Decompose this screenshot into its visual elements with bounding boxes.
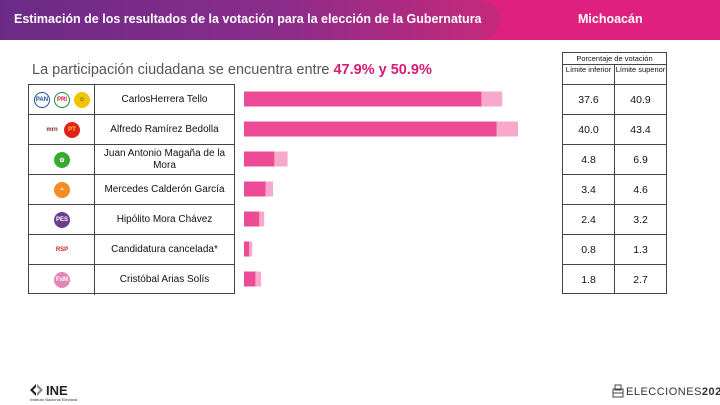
lower-limit-value: 2.4: [581, 214, 596, 226]
vote-range-chart: [244, 91, 518, 287]
page-title: Estimación de los resultados de la votac…: [14, 12, 482, 26]
candidate-row: RSP Candidatura cancelada*: [29, 235, 234, 265]
candidate-row: mrn PT Alfredo Ramírez Bedolla: [29, 115, 234, 145]
pes-logo-icon: PES: [54, 212, 70, 228]
morena-logo-icon: mrn: [44, 122, 60, 138]
lower-limit-bar: [244, 91, 482, 107]
vote-row: 1.8 2.7: [563, 265, 666, 295]
header-bar: Estimación de los resultados de la votac…: [0, 0, 720, 40]
elecciones-2021-logo: ELECCIONES2021: [626, 386, 720, 398]
candidate-row: FxM Cristóbal Arias Solís: [29, 265, 234, 295]
candidate-row: ✿ Juan Antonio Magaña de la Mora: [29, 145, 234, 175]
vote-row: 2.4 3.2: [563, 205, 666, 235]
header-state-banner: [470, 0, 720, 40]
upper-limit-value: 2.7: [633, 274, 648, 286]
lower-limit-bar: [244, 211, 260, 227]
candidate-name: Hipólito Mora Chávez: [116, 213, 213, 225]
upper-limit-value: 43.4: [630, 124, 651, 136]
party-logo-cell: PAN PRI ☺: [29, 85, 95, 114]
pvem-logo-icon: ✿: [54, 152, 70, 168]
upper-limit-value: 40.9: [630, 94, 651, 106]
ine-logo-subtitle: Instituto Nacional Electoral: [30, 397, 78, 402]
ine-logo-icon: [30, 384, 43, 396]
prd-logo-icon: ☺: [74, 92, 90, 108]
party-logo-cell: FxM: [29, 265, 95, 295]
lower-limit-value: 37.6: [578, 94, 599, 106]
lower-limit-value: 3.4: [581, 184, 596, 196]
candidate-table: PAN PRI ☺ CarlosHerrera Tello mrn PT Alfredo R…: [28, 84, 235, 295]
lower-limit-value: 40.0: [578, 124, 599, 136]
participation-text: La participación ciudadana se encuentra …: [32, 62, 432, 78]
vote-row: 0.8 1.3: [563, 235, 666, 265]
upper-limit-value: 3.2: [633, 214, 648, 226]
lower-limit-bar: [244, 121, 497, 137]
fxm-logo-icon: FxM: [54, 272, 70, 288]
lower-limit-value: 0.8: [581, 244, 596, 256]
rsp-logo-icon: RSP: [54, 242, 70, 258]
lower-limit-header: Límite inferior: [565, 65, 612, 74]
mc-logo-icon: ≈: [54, 182, 70, 198]
upper-limit-header: Límite superior: [615, 65, 666, 74]
candidate-row: ≈ Mercedes Calderón García: [29, 175, 234, 205]
candidate-name: Juan Antonio Magaña de la Mora: [103, 147, 226, 171]
candidate-name: Candidatura cancelada*: [111, 243, 218, 255]
pan-logo-icon: PAN: [34, 92, 50, 108]
upper-limit-value: 4.6: [633, 184, 648, 196]
party-logo-cell: ≈: [29, 175, 95, 204]
upper-limit-value: 6.9: [633, 154, 648, 166]
elecciones-text: ELECCIONES: [626, 386, 702, 398]
party-logo-cell: RSP: [29, 235, 95, 264]
vote-row: 40.0 43.4: [563, 115, 666, 145]
party-logo-cell: ✿: [29, 145, 95, 174]
state-name: Michoacán: [578, 12, 643, 26]
vote-row: 4.8 6.9: [563, 145, 666, 175]
vote-row: 3.4 4.6: [563, 175, 666, 205]
candidate-name: CarlosHerrera Tello: [121, 93, 208, 105]
lower-limit-value: 4.8: [581, 154, 596, 166]
column-divider: [614, 64, 615, 294]
candidate-name: Alfredo Ramírez Bedolla: [110, 123, 219, 135]
pt-logo-icon: PT: [64, 122, 80, 138]
participation-high: 50.9%: [390, 62, 432, 78]
candidate-row: PAN PRI ☺ CarlosHerrera Tello: [29, 85, 234, 115]
candidate-name: Mercedes Calderón García: [104, 183, 225, 195]
participation-connector: y: [374, 62, 391, 78]
ine-logo-text: INE: [46, 383, 68, 398]
participation-low: 47.9%: [333, 62, 375, 78]
ballot-box-icon: [612, 384, 624, 398]
lower-limit-bar: [244, 181, 266, 197]
vote-row: 37.6 40.9: [563, 85, 666, 115]
lower-limit-bar: [244, 151, 275, 167]
lower-limit-value: 1.8: [581, 274, 596, 286]
vote-table-title: Porcentaje de votación: [576, 54, 653, 63]
vote-percentage-table: Porcentaje de votación Límite inferior L…: [562, 52, 667, 294]
pri-logo-icon: PRI: [54, 92, 70, 108]
party-logo-cell: mrn PT: [29, 115, 95, 144]
lower-limit-bar: [244, 241, 250, 257]
party-logo-cell: PES: [29, 205, 95, 234]
lower-limit-bar: [244, 271, 256, 287]
elecciones-year: 2021: [701, 386, 720, 398]
candidate-name: Cristóbal Arias Solís: [119, 274, 210, 285]
candidate-row: PES Hipólito Mora Chávez: [29, 205, 234, 235]
participation-prefix: La participación ciudadana se encuentra …: [32, 62, 334, 78]
header-title-banner: Estimación de los resultados de la votac…: [0, 0, 500, 40]
upper-limit-value: 1.3: [633, 244, 648, 256]
